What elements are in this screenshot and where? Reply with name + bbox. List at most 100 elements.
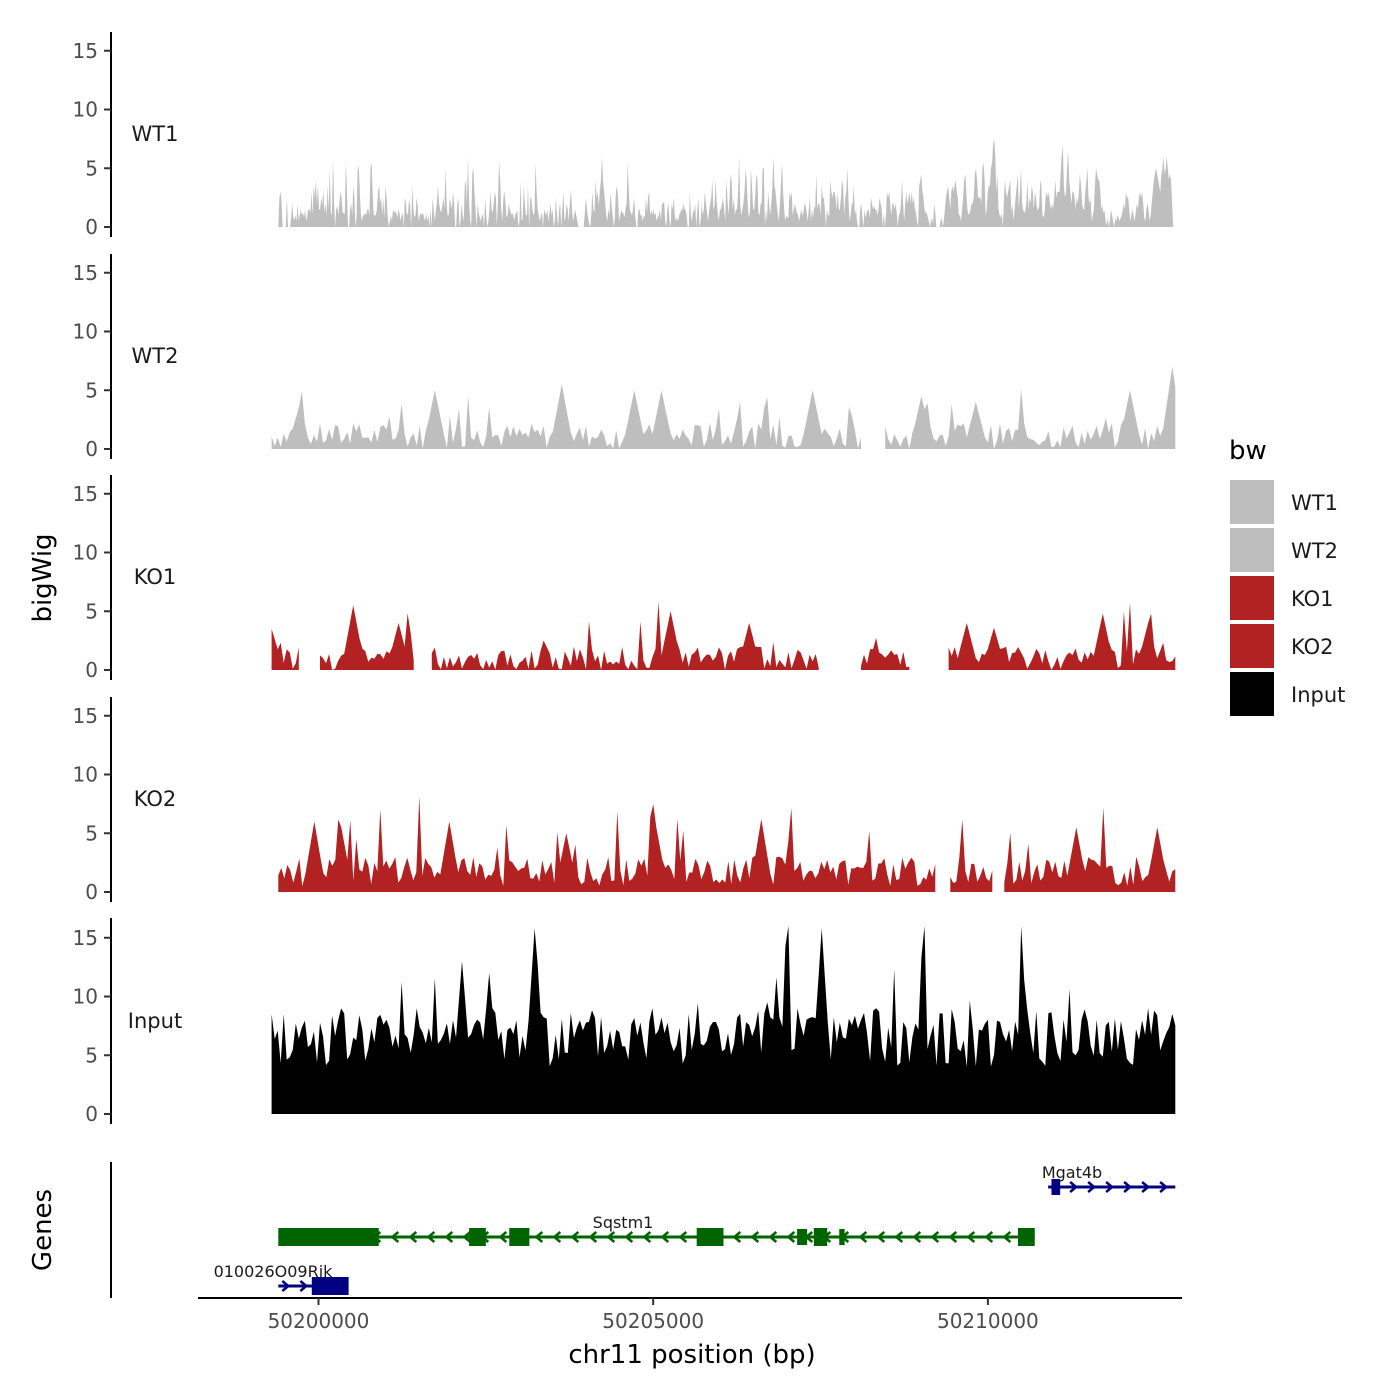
gene-exon [509,1228,530,1246]
gene-exon [797,1229,808,1245]
legend-label: KO2 [1291,635,1334,659]
coverage-area-ko2 [278,796,936,892]
panel-label-wt2: WT2 [132,344,179,368]
strand-arrow [930,1231,940,1243]
coverage-area-ko1 [861,637,910,670]
strand-arrow [1159,1181,1169,1193]
legend-item-wt1: WT1 [1230,480,1338,524]
strand-arrow [1069,1181,1079,1193]
y-tick-label: 15 [73,704,98,728]
x-tick-label: 50200000 [268,1309,370,1333]
coverage-area-wt1 [290,138,1176,227]
strand-arrow [732,1231,742,1243]
y-tick-label: 10 [73,541,98,565]
track-panel-ko1: 0 5 10 15 KO1 [73,475,1176,682]
track-panel-wt1: 0 5 10 15 WT1 [73,32,1176,239]
panel-label-ko2: KO2 [134,787,177,811]
strand-arrow [768,1231,778,1243]
legend-item-input: Input [1230,672,1345,716]
legend-item-wt2: WT2 [1230,528,1338,572]
legend-label: Input [1291,683,1345,707]
strand-arrow [786,1231,796,1243]
y-tick-label: 0 [85,1102,98,1126]
y-tick-label: 0 [85,658,98,682]
strand-arrow [588,1231,598,1243]
y-tick-label: 10 [73,320,98,344]
track-panels: 0 5 10 15 WT1 0 5 10 15 WT2 0 5 10 15 KO1 0 5 10 15 KO2 0 5 10… [73,32,1176,1126]
coverage-area-ko1 [320,605,414,670]
strand-arrow [984,1231,994,1243]
strand-arrow [408,1231,418,1243]
coverage-area-input [271,926,1176,1114]
gene-exon [696,1228,724,1246]
y-tick-label: 0 [85,880,98,904]
track-panel-ko2: 0 5 10 15 KO2 [73,697,1176,904]
strand-arrow [912,1231,922,1243]
legend: bw WT1 WT2 KO1 KO2 Input [1229,436,1345,716]
y-tick-label: 5 [85,599,98,623]
track-panel-wt2: 0 5 10 15 WT2 [73,254,1176,461]
gene-exon [311,1277,349,1295]
legend-items: WT1 WT2 KO1 KO2 Input [1230,480,1345,716]
strand-arrow [552,1231,562,1243]
coverage-area-ko2 [950,819,993,892]
x-axis-ticks: 50200000 50205000 50210000 [268,1298,1039,1333]
y-tick-label: 15 [73,261,98,285]
legend-label: WT1 [1291,491,1338,515]
strand-arrow [534,1231,544,1243]
coverage-area-wt2 [885,366,1176,449]
y-tick-label: 0 [85,215,98,239]
coverage-area-wt1 [285,197,288,227]
coverage-area-ko1 [948,602,1176,670]
strand-arrow [894,1231,904,1243]
x-tick-label: 50210000 [937,1309,1039,1333]
gene-sqstm1: Sqstm1 [278,1213,1035,1246]
strand-arrow [462,1231,472,1243]
gene-exon [278,1228,379,1246]
track-panel-input: 0 5 10 15 Input [73,918,1176,1126]
panel-label-wt1: WT1 [132,122,179,146]
legend-label: WT2 [1291,539,1338,563]
y-axis-title: bigWig [28,533,58,622]
legend-title: bw [1229,436,1267,466]
strand-arrow [624,1231,634,1243]
strand-arrow [390,1231,400,1243]
x-axis-title: chr11 position (bp) [568,1340,815,1370]
strand-arrow [858,1231,868,1243]
coverage-area-ko1 [431,602,819,670]
strand-arrow [1141,1181,1151,1193]
legend-item-ko1: KO1 [1230,576,1334,620]
gene-label: 010026O09Rik [214,1262,334,1281]
y-tick-label: 15 [73,39,98,63]
strand-arrow [948,1231,958,1243]
strand-arrow [299,1280,309,1292]
gene-exon [839,1229,845,1245]
strand-arrow [426,1231,436,1243]
strand-arrow [570,1231,580,1243]
y-tick-label: 5 [85,821,98,845]
coverage-area-wt2 [271,384,862,449]
legend-label: KO1 [1291,587,1334,611]
strand-arrow [660,1231,670,1243]
coverage-area-ko1 [271,628,299,670]
strand-arrow [1105,1181,1115,1193]
panel-label-ko1: KO1 [134,565,177,589]
strand-arrow [876,1231,886,1243]
y-tick-label: 5 [85,378,98,402]
legend-swatch [1230,528,1274,572]
gene-exon [1051,1179,1061,1195]
legend-swatch [1230,624,1274,668]
strand-arrow [498,1231,508,1243]
strand-arrow [1002,1231,1012,1243]
strand-arrow [966,1231,976,1243]
coverage-area-wt1 [278,191,283,227]
gene-models: Mgat4b Sqstm1 010026O09Rik [214,1163,1176,1295]
y-tick-label: 5 [85,1043,98,1067]
strand-arrow [281,1280,291,1292]
gene-exon [813,1228,828,1246]
strand-arrow [1123,1181,1133,1193]
x-tick-label: 50205000 [602,1309,704,1333]
gene-exon [469,1228,486,1246]
legend-swatch [1230,672,1274,716]
y-tick-label: 10 [73,985,98,1009]
